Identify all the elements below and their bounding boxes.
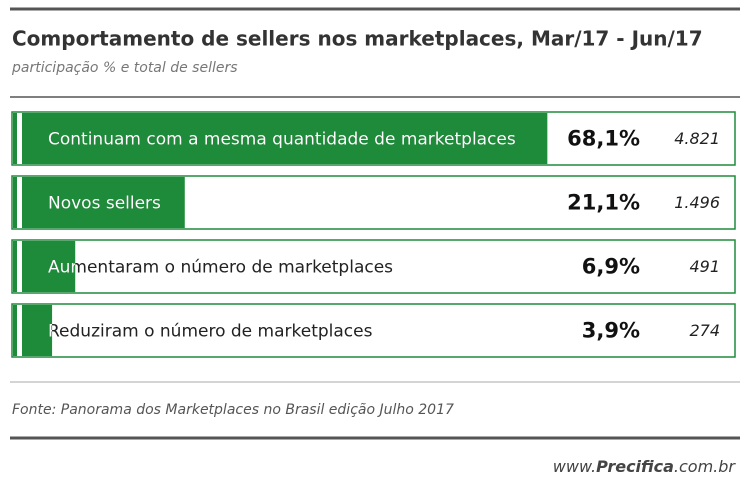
row-stripe — [13, 241, 17, 292]
row-box — [11, 239, 736, 294]
category-label: Aumentaram o número de marketplaces — [48, 258, 393, 278]
category-label: Novos sellers — [48, 194, 161, 214]
row-stripe — [13, 113, 17, 164]
footer-suffix: .com.br — [674, 457, 737, 476]
row-stripe — [13, 177, 17, 228]
category-label: Novos sellers — [48, 194, 161, 214]
value-label: 3,9% — [582, 319, 640, 343]
bar — [22, 113, 548, 164]
category-label: Continuam com a mesma quantidade de mark… — [48, 130, 516, 150]
total-label: 274 — [689, 321, 720, 340]
category-label: Reduziram o número de marketplaces — [48, 322, 373, 342]
row-box — [11, 303, 736, 358]
footer: www.Precifica.com.br — [553, 457, 737, 476]
row-stripe — [13, 305, 17, 356]
source: Fonte: Panorama dos Marketplaces no Bras… — [12, 402, 454, 418]
total-label: 491 — [689, 257, 720, 276]
category-label: Aumentaram o número de marketplaces — [48, 258, 393, 278]
value-label: 6,9% — [582, 255, 640, 279]
chart-subtitle: participação % e total de sellers — [11, 60, 238, 76]
footer-brand: Precifica — [596, 457, 674, 476]
category-label: Continuam com a mesma quantidade de mark… — [48, 130, 516, 150]
footer-prefix: www. — [553, 457, 596, 476]
row-box — [11, 111, 736, 166]
bar — [22, 177, 185, 228]
total-label: 4.821 — [674, 129, 720, 148]
value-label: 21,1% — [567, 191, 640, 215]
bar — [22, 305, 53, 356]
row-box — [11, 175, 736, 230]
value-label: 68,1% — [567, 127, 640, 151]
category-label: Reduziram o número de marketplaces — [48, 322, 373, 342]
bar — [22, 241, 76, 292]
chart-title: Comportamento de sellers nos marketplace… — [12, 27, 703, 51]
total-label: 1.496 — [674, 193, 720, 212]
